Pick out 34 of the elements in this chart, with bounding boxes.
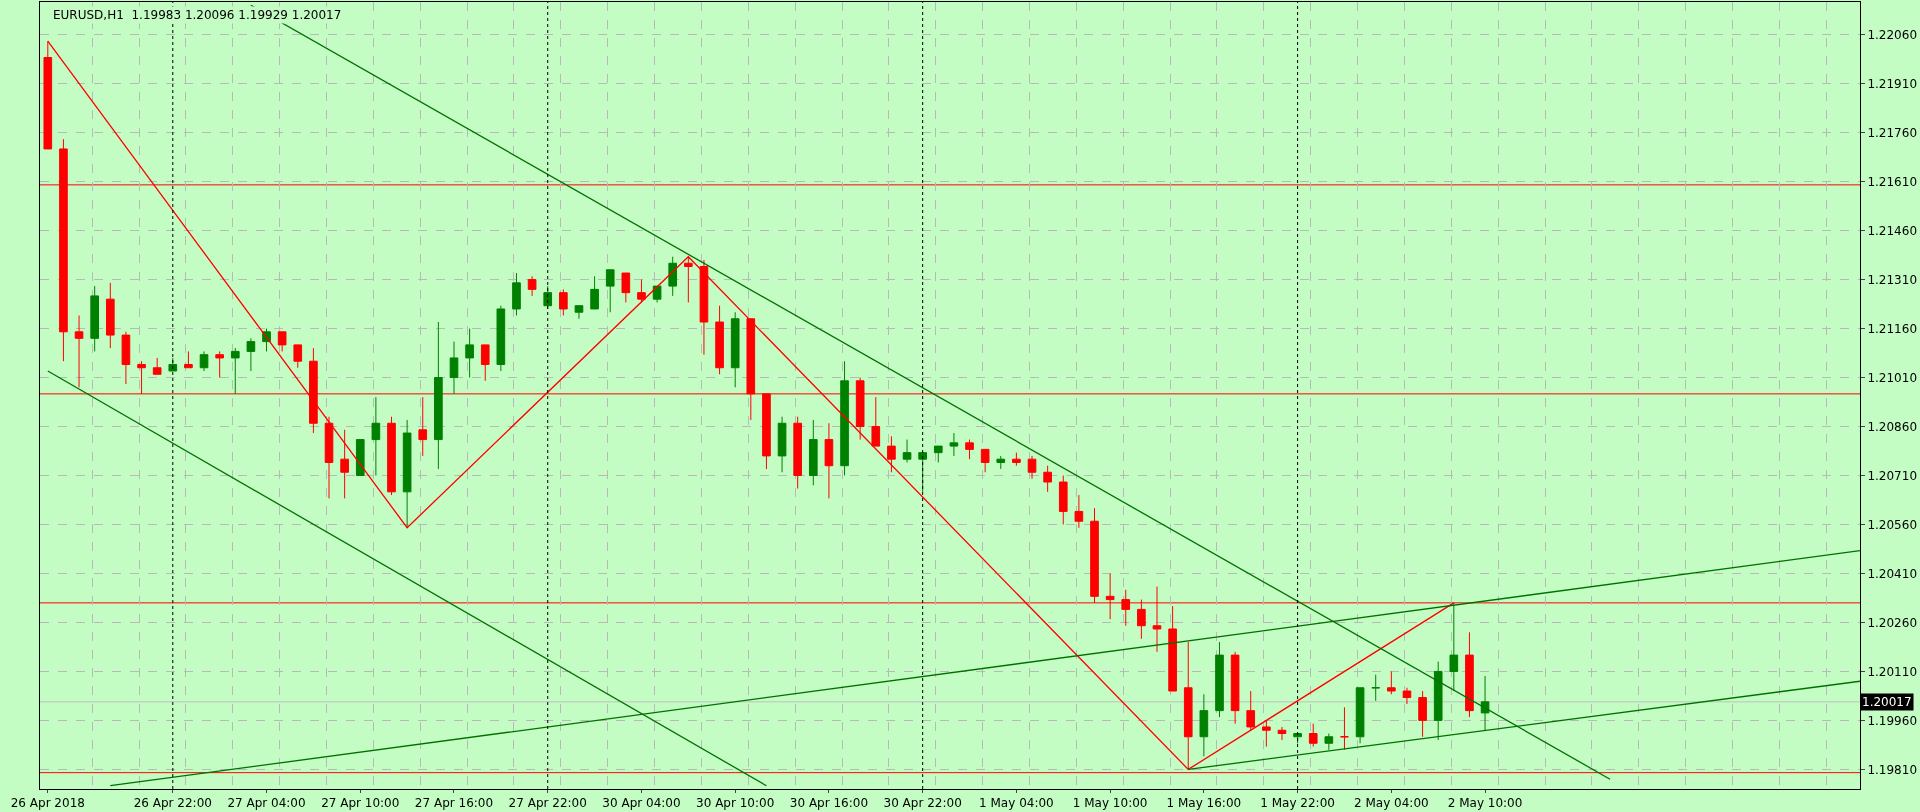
y-tick-label: 1.21310: [1867, 272, 1918, 287]
y-tick-label: 1.21160: [1867, 321, 1918, 336]
y-tick-label: 1.20260: [1867, 615, 1918, 630]
x-tick-label: 2 May 10:00: [1447, 796, 1523, 811]
x-tick-label: 30 Apr 16:00: [789, 796, 869, 811]
ref-line-label: 1.20017: [1862, 695, 1912, 709]
text: EURUSD,H1 1.19983 1.20096 1.19929 1.20017: [53, 8, 342, 22]
x-tick-label: 1 May 04:00: [979, 796, 1054, 811]
x-tick-label: 26 Apr 22:00: [133, 796, 212, 811]
y-tick-label: 1.20410: [1867, 566, 1918, 581]
x-tick-label: 1 May 22:00: [1260, 796, 1335, 811]
y-tick-label: 1.19810: [1867, 762, 1918, 777]
y-tick-label: 1.21760: [1867, 125, 1918, 140]
y-tick-label: 1.22060: [1867, 27, 1918, 42]
y-tick-label: 1.20110: [1867, 664, 1918, 679]
x-tick-label: 27 Apr 22:00: [508, 796, 587, 811]
x-tick-label: 27 Apr 16:00: [414, 796, 494, 811]
y-tick-label: 1.19960: [1867, 713, 1918, 728]
x-tick-label: 27 Apr 10:00: [321, 796, 400, 811]
y-tick-label: 1.20860: [1867, 419, 1918, 434]
y-tick-label: 1.20710: [1867, 468, 1918, 483]
y-tick-label: 1.21910: [1867, 76, 1918, 91]
x-tick-label: 1 May 10:00: [1072, 796, 1148, 811]
x-tick-label: 30 Apr 22:00: [883, 796, 962, 811]
y-tick-label: 1.21610: [1867, 174, 1918, 189]
y-tick-label: 1.21010: [1867, 370, 1918, 385]
x-tick-label: 30 Apr 10:00: [696, 796, 775, 811]
x-tick-label: 27 Apr 04:00: [227, 796, 306, 811]
x-tick-label: 2 May 04:00: [1354, 796, 1429, 811]
y-tick-label: 1.20560: [1867, 517, 1918, 532]
x-tick-label: 30 Apr 04:00: [602, 796, 681, 811]
y-tick-label: 1.21460: [1867, 223, 1918, 238]
x-tick-label: 1 May 16:00: [1166, 796, 1242, 811]
x-tick-label: 26 Apr 2018: [10, 796, 85, 811]
